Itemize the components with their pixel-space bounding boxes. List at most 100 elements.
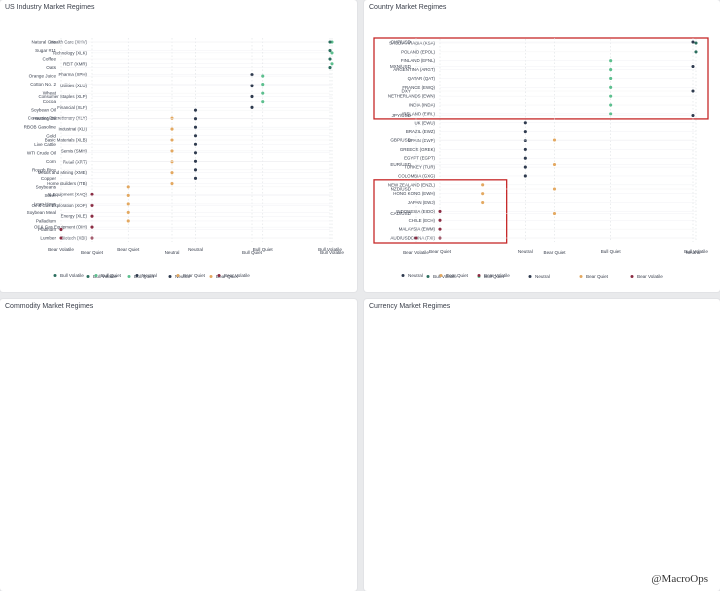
y-tick-label: WTI Crude Oil (27, 150, 56, 155)
x-tick-label: Bull Volatile (318, 247, 342, 252)
x-tick-label: Neutral (165, 250, 180, 255)
point-lumber (59, 236, 63, 240)
highlight-box (373, 179, 508, 244)
x-tick-label: Bear Quiet (544, 250, 567, 255)
x-tick-label: Neutral (686, 250, 701, 255)
y-tick-label: AUD/USD (390, 236, 411, 241)
point-qatar-qat (609, 76, 613, 81)
y-tick-label: Rough Rice (32, 167, 56, 172)
y-tick-label: REIT (XMR) (63, 61, 87, 66)
point-oil-gas-equipment-oih (90, 225, 94, 229)
point-jpy-usd (691, 113, 695, 118)
point-chf-usd (691, 40, 695, 44)
y-tick-label: Corn (46, 159, 56, 164)
legend-label: Bear Volatile (484, 273, 510, 278)
point-metals-and-mining-xme (170, 171, 174, 175)
legend-label: Neutral (535, 274, 550, 279)
y-tick-label: Copper (41, 176, 57, 181)
point-corn (193, 159, 198, 163)
point-semis-smh (170, 149, 174, 153)
point-eur-usd (552, 162, 557, 167)
point-new-zealand-enzl (481, 183, 485, 187)
y-tick-label: TURKEY (TUR) (404, 165, 435, 170)
y-tick-label: Financial (XLF) (57, 105, 87, 110)
point-ireland-eirl (609, 112, 613, 116)
commodity-chart: Natural Gas Sugar #11 Coffee Oats Orange Jui… (24, 38, 342, 278)
y-tick-label: Semis (SMH) (61, 148, 88, 153)
x-tick-label: Bear Quiet (117, 247, 140, 252)
point-turkey-tur (523, 165, 527, 169)
y-tick-label: Soybean Oil (31, 108, 56, 113)
point-netherlands-ewn (609, 94, 613, 98)
chart-title: US Industry Market Regimes (5, 4, 95, 11)
point-silver (126, 193, 130, 197)
y-tick-label: Gold (46, 133, 56, 138)
y-tick-label: AI Equipment (XAQ) (47, 192, 87, 197)
x-tick-label: Bear Quiet (429, 249, 452, 254)
y-tick-label: RBOB Gasoline (24, 125, 57, 130)
y-tick-label: Heating Oil (33, 116, 56, 121)
point-oil-gas-exploration-xop (90, 203, 94, 207)
legend-marker (528, 275, 532, 278)
point-energy-xle (90, 214, 94, 218)
legend-marker (86, 275, 90, 278)
y-tick-label: FRANCE (EWQ) (402, 85, 435, 90)
point-aud-usd (414, 236, 418, 240)
legend-marker (401, 274, 405, 277)
legend-label: Bear Volatile (224, 273, 250, 278)
legend-label: Bull Quiet (484, 274, 505, 279)
point-cocoa (261, 100, 265, 104)
point-orange-juice (261, 74, 265, 78)
y-tick-label: Retail (XRT) (63, 159, 88, 164)
y-tick-label: GREECE (GREK) (400, 147, 436, 152)
y-tick-label: NZD/USD (391, 187, 412, 192)
y-tick-label: IRELAND (EIRL) (402, 111, 435, 116)
legend-label: Bull Volatile (433, 274, 457, 279)
point-soybean-oil (193, 108, 198, 112)
y-tick-label: SPAIN (EWP) (408, 138, 436, 143)
y-tick-label: Energy (XLE) (61, 214, 88, 219)
legend-label: Bull Quiet (101, 273, 122, 278)
point-platinum (59, 227, 63, 232)
currency-chart: CHF/USD MXN/USD DXY JPY/USD GBP/USD EUR/USD NZ… (390, 38, 700, 278)
point-wti-crude-oil (193, 151, 198, 155)
y-tick-label: CHILE (ECH) (409, 218, 436, 223)
y-tick-label: JPY/USD (392, 113, 412, 118)
legend-marker (135, 274, 139, 277)
point-greece-grek (523, 147, 527, 151)
x-tick-label: Neutral (188, 247, 203, 252)
point-consumer-staples-xlp (250, 94, 254, 98)
point-soybean-meal (126, 210, 130, 214)
y-tick-label: Live Cattle (34, 142, 56, 147)
point-industrial-xli (170, 127, 174, 131)
chart-title: Commodity Market Regimes (5, 303, 94, 310)
legend-label: Bear Quiet (586, 274, 609, 279)
y-tick-label: UK (EWU) (415, 120, 436, 125)
y-tick-label: HONG KONG (EWH) (393, 191, 435, 196)
y-tick-label: FINLAND (EFNL) (401, 58, 436, 63)
y-tick-label: EGYPT (EGPT) (404, 156, 435, 161)
y-tick-label: Pharma (XPH) (58, 72, 87, 77)
y-tick-label: Consumer Discretionary (XLY) (28, 116, 88, 121)
y-tick-label: NETHERLANDS (EWN) (388, 94, 436, 99)
legend-marker (176, 274, 180, 277)
x-tick-label: Bull Volatile (320, 250, 344, 255)
point-cad-usd (552, 211, 557, 216)
y-tick-label: DXY (402, 89, 411, 94)
y-tick-label: Industrial (XLI) (58, 127, 87, 132)
y-tick-label: CAD/USD (390, 211, 411, 216)
y-tick-label: Oats (46, 65, 56, 70)
y-tick-label: EUR/USD (390, 162, 411, 167)
point-soybeans (126, 185, 130, 189)
point-poland-epol (694, 50, 698, 54)
point-indonesia-eido (438, 209, 442, 213)
legend-label: Bear Quiet (446, 273, 469, 278)
point-uk-ewu (523, 121, 527, 125)
y-tick-label: Silver (45, 193, 57, 198)
legend-marker (127, 275, 131, 278)
point-cotton-no-2 (261, 83, 265, 87)
legend-marker (168, 275, 172, 278)
point-argentina-argt (609, 68, 613, 72)
point-oats (328, 66, 332, 70)
chart-title: Country Market Regimes (369, 4, 447, 11)
